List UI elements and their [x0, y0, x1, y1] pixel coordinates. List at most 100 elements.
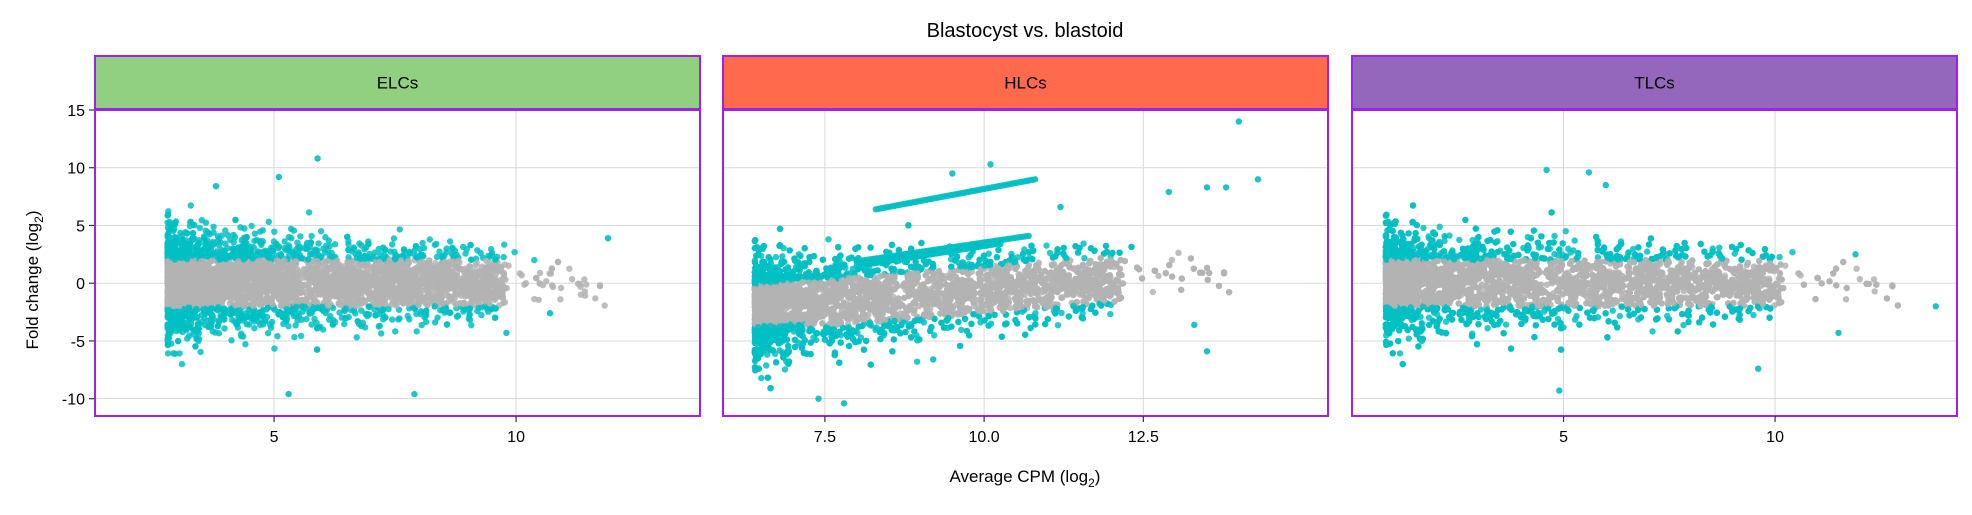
point-significant [392, 256, 398, 262]
point-significant [326, 237, 332, 243]
point-not-significant [238, 273, 244, 279]
point-significant [484, 305, 490, 311]
point-not-significant [328, 281, 334, 287]
point-not-significant [391, 267, 397, 273]
point-significant [276, 311, 282, 317]
point-significant [232, 217, 238, 223]
point-significant [387, 248, 393, 254]
point-significant [212, 250, 218, 256]
point-significant [244, 314, 250, 320]
point-not-significant [536, 280, 542, 286]
point-not-significant [533, 275, 539, 281]
point-not-significant [206, 274, 212, 280]
point-not-significant [499, 290, 505, 296]
point-significant [221, 325, 227, 331]
point-significant [332, 241, 338, 247]
point-significant [191, 222, 197, 228]
point-not-significant [395, 293, 401, 299]
point-not-significant [348, 284, 354, 290]
point-significant [341, 321, 347, 327]
point-not-significant [166, 275, 172, 281]
point-significant [197, 225, 203, 231]
point-significant [354, 334, 360, 340]
point-significant [372, 312, 378, 318]
point-significant [193, 306, 199, 312]
point-not-significant [350, 292, 356, 298]
point-significant [297, 233, 303, 239]
point-significant [257, 228, 263, 234]
point-not-significant [332, 261, 338, 267]
point-not-significant [191, 290, 197, 296]
point-outlier [285, 391, 291, 397]
point-not-significant [342, 273, 348, 279]
point-not-significant [386, 257, 392, 263]
point-significant [176, 327, 182, 333]
point-significant [405, 313, 411, 319]
point-not-significant [319, 272, 325, 278]
point-not-significant [466, 274, 472, 280]
point-significant [244, 321, 250, 327]
chart-title: Blastocyst vs. blastoid [927, 20, 1124, 42]
point-significant [184, 230, 190, 236]
point-significant [358, 307, 364, 313]
point-significant [303, 246, 309, 252]
point-not-significant [263, 283, 269, 289]
point-not-significant [389, 284, 395, 290]
point-significant [382, 314, 388, 320]
point-significant [179, 361, 185, 367]
point-not-significant [363, 276, 369, 282]
point-significant [423, 308, 429, 314]
point-not-significant [424, 273, 430, 279]
point-significant [293, 304, 299, 310]
point-significant [210, 224, 216, 230]
point-not-significant [193, 283, 199, 289]
point-significant [295, 244, 301, 250]
point-significant [205, 229, 211, 235]
point-significant [186, 304, 192, 310]
point-not-significant [432, 260, 438, 266]
point-not-significant [469, 296, 475, 302]
point-significant [344, 234, 350, 240]
point-significant [362, 324, 368, 330]
point-not-significant [233, 268, 239, 274]
point-not-significant [400, 300, 406, 306]
point-not-significant [543, 278, 549, 284]
point-significant [447, 238, 453, 244]
point-significant [380, 306, 386, 312]
point-not-significant [488, 276, 494, 282]
point-not-significant [483, 290, 489, 296]
point-not-significant [260, 299, 266, 305]
point-not-significant [319, 283, 325, 289]
point-significant [265, 330, 271, 336]
point-not-significant [269, 301, 275, 307]
point-not-significant [177, 270, 183, 276]
point-significant [454, 314, 460, 320]
point-significant [192, 343, 198, 349]
point-outlier [547, 310, 553, 316]
point-significant [262, 248, 268, 254]
point-not-significant [386, 275, 392, 281]
point-not-significant [229, 289, 235, 295]
x-tick-label: 5 [270, 429, 279, 446]
point-significant [330, 321, 336, 327]
point-significant [187, 324, 193, 330]
point-significant [165, 342, 171, 348]
point-not-significant [575, 281, 581, 287]
point-significant [308, 233, 314, 239]
point-outlier [314, 155, 320, 161]
point-significant [238, 331, 244, 337]
point-not-significant [250, 283, 256, 289]
point-not-significant [429, 287, 435, 293]
point-significant [432, 303, 438, 309]
point-significant [184, 335, 190, 341]
point-not-significant [176, 275, 182, 281]
point-significant [356, 240, 362, 246]
point-significant [392, 328, 398, 334]
point-outlier [276, 174, 282, 180]
point-significant [260, 238, 266, 244]
point-not-significant [364, 261, 370, 267]
point-significant [531, 257, 537, 263]
point-not-significant [440, 300, 446, 306]
point-significant [343, 305, 349, 311]
